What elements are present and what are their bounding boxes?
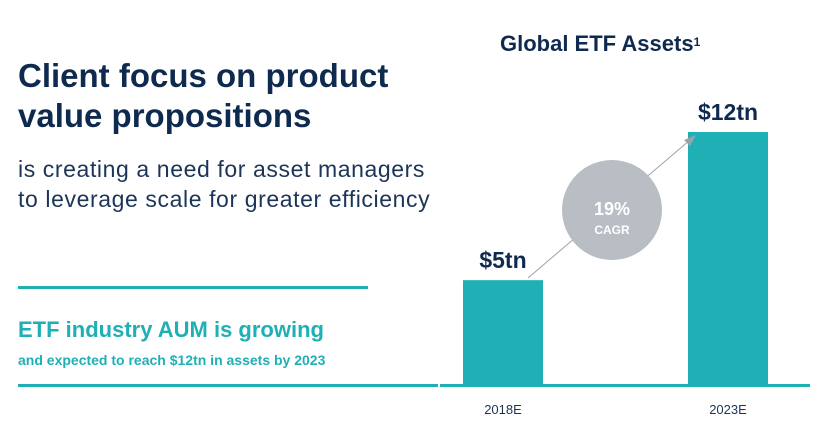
aum-title: ETF industry AUM is growing	[18, 317, 324, 342]
baseline-left	[18, 384, 438, 387]
aum-subtitle: and expected to reach $12tn in assets by…	[18, 352, 326, 368]
cagr-label: CAGR	[594, 223, 630, 237]
chart-title: Global ETF Assets1	[500, 30, 800, 58]
tick-label-2018E: 2018E	[484, 402, 522, 417]
value-label-2018E: $5tn	[479, 247, 526, 273]
growth-arrowhead	[684, 135, 696, 146]
divider	[18, 286, 368, 289]
chart-title-text: Global ETF Assets	[500, 31, 694, 56]
cagr-circle	[562, 160, 662, 260]
subtext: is creating a need for asset managers to…	[18, 156, 431, 212]
bar-2018E	[463, 280, 543, 386]
headline: Client focus on product value propositio…	[18, 57, 389, 134]
tick-label-2023E: 2023E	[709, 402, 747, 417]
cagr-value: 19%	[594, 199, 630, 219]
chart-title-footnote: 1	[693, 35, 701, 49]
bar-2023E	[688, 132, 768, 386]
chart-baseline	[440, 384, 810, 387]
value-label-2023E: $12tn	[698, 99, 758, 125]
